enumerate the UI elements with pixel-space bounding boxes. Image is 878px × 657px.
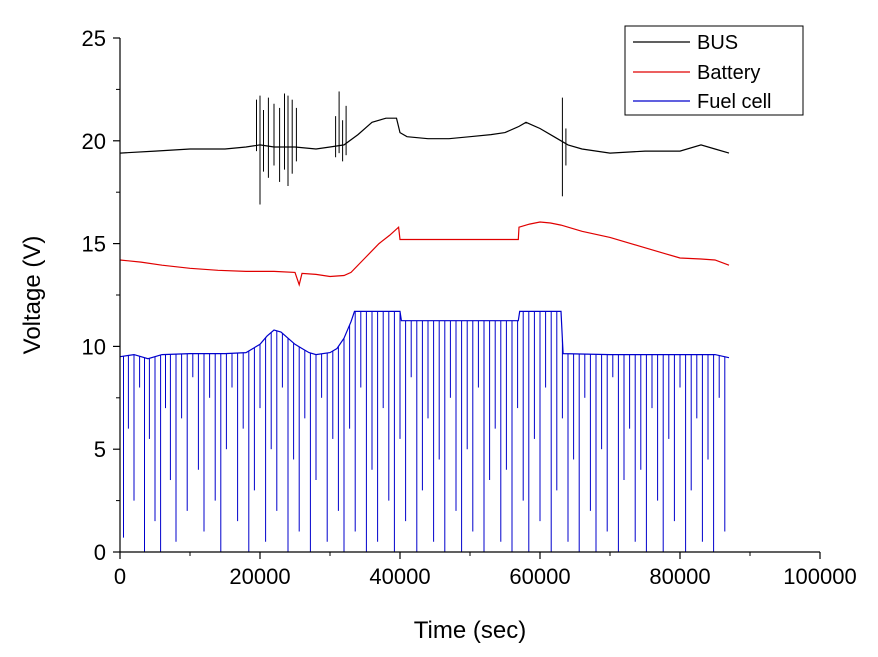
x-tick-label: 40000 — [369, 564, 430, 589]
y-tick-label: 5 — [94, 437, 106, 462]
series-bus — [120, 91, 730, 205]
series-line-bus — [120, 117, 730, 154]
y-tick-label: 15 — [82, 232, 106, 257]
series-battery — [120, 221, 730, 287]
legend: BUS Battery Fuel cell — [624, 25, 804, 116]
x-tick-label: 100000 — [783, 564, 856, 589]
y-tick-label: 20 — [82, 129, 106, 154]
x-axis-title: Time (sec) — [414, 617, 526, 644]
series-line-battery — [120, 221, 730, 287]
legend-box — [624, 25, 804, 116]
y-tick-label: 10 — [82, 334, 106, 359]
x-tick-label: 60000 — [509, 564, 570, 589]
y-tick-label: 0 — [94, 540, 106, 565]
x-tick-label: 80000 — [649, 564, 710, 589]
y-axis-title: Voltage (V) — [19, 236, 46, 355]
legend-label-bus: BUS — [697, 32, 738, 54]
y-tick-label: 25 — [82, 26, 106, 51]
x-tick-label: 20000 — [229, 564, 290, 589]
x-tick-label: 0 — [114, 564, 126, 589]
series-fuel-cell — [120, 310, 730, 552]
legend-label-fuel-cell: Fuel cell — [697, 91, 771, 113]
series-line-fuel-cell — [120, 310, 730, 360]
legend-label-battery: Battery — [697, 62, 760, 84]
